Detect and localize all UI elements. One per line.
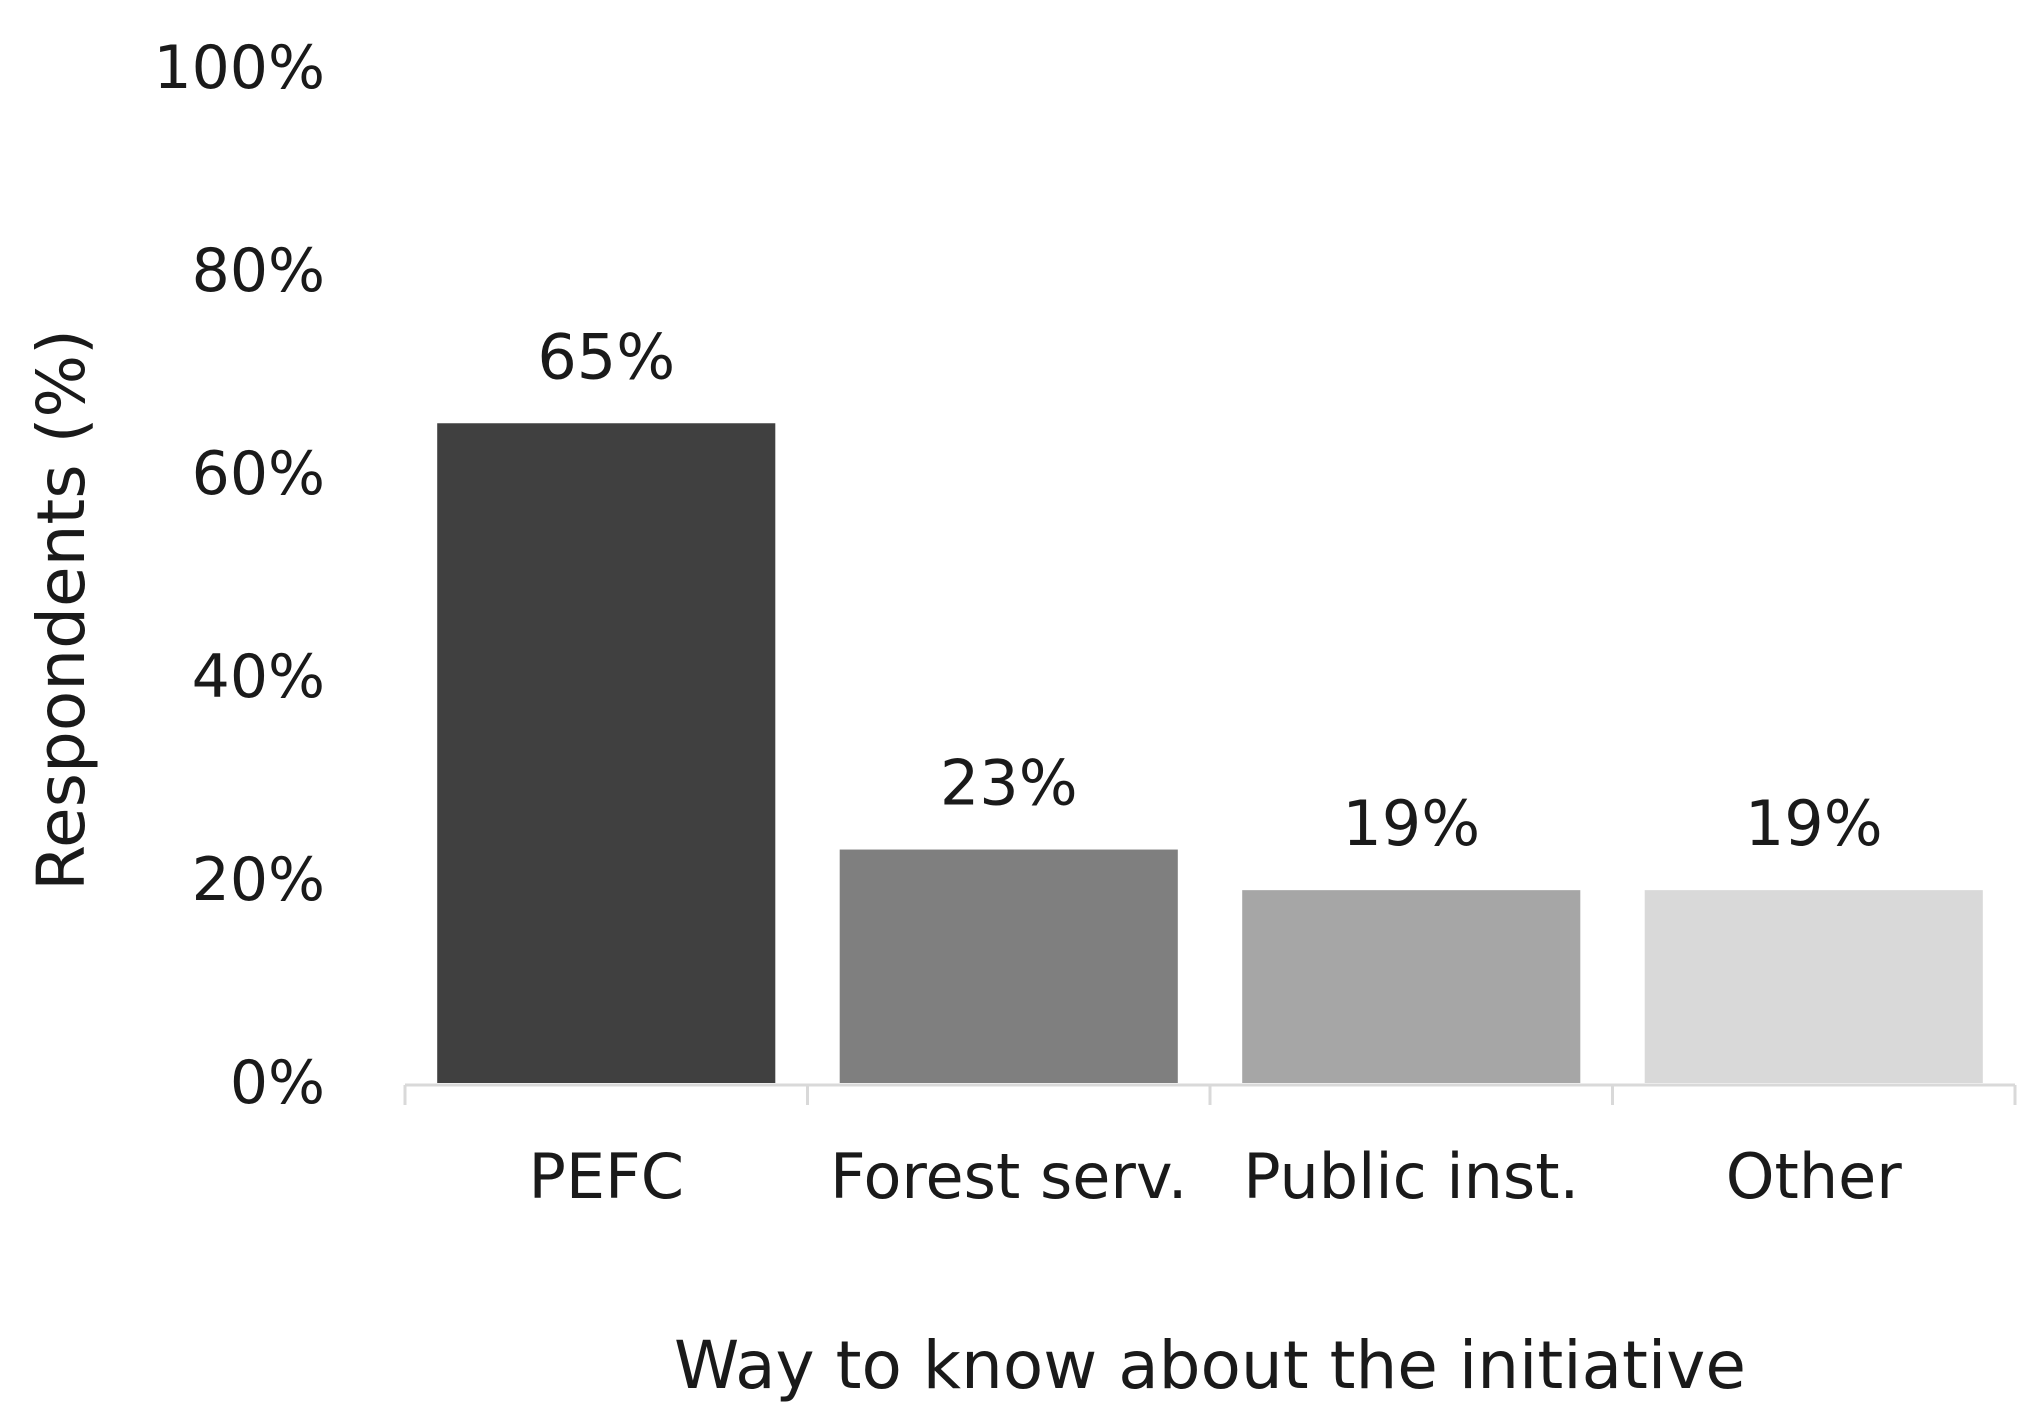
y-tick-label: 60% [192, 439, 325, 509]
data-label: 23% [940, 747, 1078, 820]
data-label: 19% [1745, 787, 1883, 860]
category-label: PEFC [528, 1140, 684, 1213]
y-axis-ticks: 0% 20% 40% 60% 80% 100% [153, 33, 325, 1118]
category-labels: PEFC Forest serv. Public inst. Other [528, 1140, 1902, 1213]
bar-public-inst [1242, 890, 1581, 1083]
y-tick-label: 100% [153, 33, 325, 103]
category-label: Forest serv. [830, 1140, 1188, 1213]
y-tick-label: 0% [230, 1048, 325, 1118]
data-labels: 65% 23% 19% 19% [537, 320, 1882, 860]
data-label: 65% [537, 320, 675, 393]
category-label: Other [1726, 1140, 1903, 1213]
category-label: Public inst. [1243, 1140, 1579, 1213]
bars [437, 423, 1983, 1083]
data-label: 19% [1342, 787, 1480, 860]
y-tick-label: 80% [192, 236, 325, 306]
x-axis-ticks [403, 1085, 2017, 1105]
bar-other [1644, 890, 1983, 1083]
y-tick-label: 20% [192, 845, 325, 915]
bar-pefc [437, 423, 776, 1083]
y-tick-label: 40% [192, 642, 325, 712]
bar-forest-serv [839, 849, 1178, 1083]
x-axis-title: Way to know about the initiative [674, 1327, 1746, 1404]
y-axis-title: Respondents (%) [23, 329, 100, 891]
